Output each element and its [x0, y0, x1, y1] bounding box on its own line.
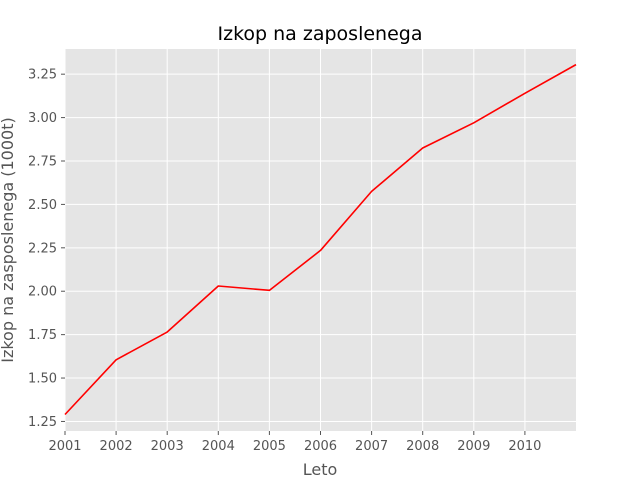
grid [64, 49, 576, 431]
y-tick-label: 2.25 [28, 241, 57, 256]
x-tick-label: 2007 [355, 439, 388, 454]
x-tick-label: 2010 [508, 439, 541, 454]
x-tick-label: 2005 [253, 439, 286, 454]
y-tick-label: 3.00 [28, 111, 57, 126]
y-tick-label: 2.00 [28, 285, 57, 300]
x-tick-label: 2006 [304, 439, 337, 454]
y-tick-label: 1.25 [28, 415, 57, 430]
x-tick-label: 2009 [457, 439, 490, 454]
x-axis: 2001 2002 2003 2004 2005 2006 2007 2008 2009 2010 [48, 431, 541, 454]
series-layer [64, 63, 577, 416]
x-tick-label: 2004 [202, 439, 235, 454]
x-tick-label: 2008 [406, 439, 439, 454]
chart-title: Izkop na zaposlenega [218, 23, 423, 45]
y-axis-label: Izkop na zasposlenega (1000t) [0, 117, 17, 363]
y-tick-label: 1.75 [28, 328, 57, 343]
y-tick-label: 2.75 [28, 154, 57, 169]
y-tick-label: 2.50 [28, 198, 57, 213]
x-tick-label: 2003 [151, 439, 184, 454]
x-tick-label: 2001 [48, 439, 81, 454]
y-tick-label: 3.25 [28, 68, 57, 83]
y-tick-label: 1.50 [28, 372, 57, 387]
x-axis-label: Leto [303, 460, 338, 479]
series-line [64, 63, 577, 416]
y-axis: 1.25 1.50 1.75 2.00 2.25 2.50 2.75 3.00 3.25 [28, 68, 65, 430]
x-tick-label: 2002 [100, 439, 133, 454]
